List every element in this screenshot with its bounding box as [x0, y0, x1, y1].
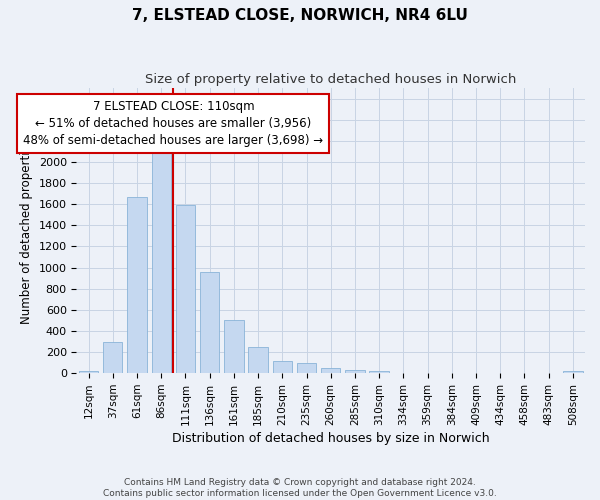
Bar	[491, 372, 510, 373]
Bar	[321, 368, 340, 373]
Bar	[103, 342, 122, 373]
Bar	[345, 370, 365, 373]
Bar	[248, 347, 268, 373]
Bar	[370, 370, 389, 373]
X-axis label: Distribution of detached houses by size in Norwich: Distribution of detached houses by size …	[172, 432, 490, 445]
Bar	[394, 372, 413, 373]
Bar	[272, 360, 292, 373]
Y-axis label: Number of detached properties: Number of detached properties	[20, 138, 33, 324]
Bar	[563, 370, 583, 373]
Bar	[200, 272, 220, 373]
Bar	[418, 372, 437, 373]
Bar	[297, 362, 316, 373]
Bar	[515, 372, 534, 373]
Bar	[466, 372, 486, 373]
Bar	[152, 146, 171, 373]
Bar	[224, 320, 244, 373]
Bar	[79, 370, 98, 373]
Text: 7 ELSTEAD CLOSE: 110sqm
← 51% of detached houses are smaller (3,956)
48% of semi: 7 ELSTEAD CLOSE: 110sqm ← 51% of detache…	[23, 100, 323, 146]
Bar	[442, 372, 461, 373]
Bar	[127, 197, 147, 373]
Text: Contains HM Land Registry data © Crown copyright and database right 2024.
Contai: Contains HM Land Registry data © Crown c…	[103, 478, 497, 498]
Text: 7, ELSTEAD CLOSE, NORWICH, NR4 6LU: 7, ELSTEAD CLOSE, NORWICH, NR4 6LU	[132, 8, 468, 22]
Bar	[176, 206, 195, 373]
Title: Size of property relative to detached houses in Norwich: Size of property relative to detached ho…	[145, 72, 517, 86]
